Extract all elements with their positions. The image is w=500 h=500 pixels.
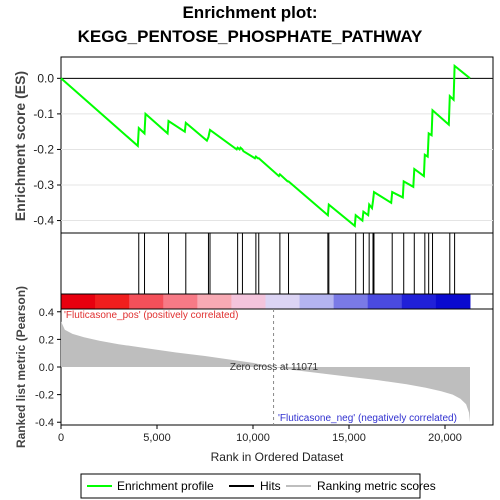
ranking-metric-area [61, 321, 470, 423]
heat-segment [333, 294, 369, 309]
hits-panel [60, 232, 494, 295]
heat-segment [95, 294, 130, 309]
es-ytick-label: -0.2 [33, 142, 54, 156]
rank-yticks: 0.4 0.2 0.0 -0.2 -0.4 [35, 307, 61, 429]
es-panel-frame [60, 56, 494, 234]
heat-segment [231, 294, 266, 309]
heat-segment [299, 294, 335, 309]
chart-title-line1: Enrichment plot: [182, 3, 318, 22]
x-tick-label: 10,000 [236, 432, 270, 444]
es-ytick-label: -0.1 [33, 107, 54, 121]
x-tick-label: 20,000 [428, 432, 462, 444]
rank-ytick-label: 0.2 [39, 334, 54, 346]
legend-ranking-label: Ranking metric scores [317, 479, 436, 493]
rank-ytick-label: 0.0 [39, 362, 54, 374]
legend-hits-label: Hits [260, 479, 281, 493]
es-ylabel: Enrichment score (ES) [12, 71, 28, 221]
heat-segment [435, 294, 471, 309]
heat-segment [129, 294, 164, 309]
heat-segment [61, 294, 96, 309]
es-ytick-label: 0.0 [37, 71, 54, 85]
es-ytick-label: -0.3 [33, 178, 54, 192]
heat-segment [367, 294, 403, 309]
legend: Enrichment profile Hits Ranking metric s… [80, 473, 436, 499]
x-axis-label: Rank in Ordered Dataset [211, 450, 344, 464]
heat-segment [163, 294, 198, 309]
heat-segment [265, 294, 301, 309]
legend-enrichment-label: Enrichment profile [117, 479, 214, 493]
heat-segment [197, 294, 232, 309]
hit-marks [138, 233, 456, 294]
rank-ylabel: Ranked list metric (Pearson) [14, 286, 28, 448]
x-tick-label: 15,000 [332, 432, 366, 444]
es-ytick-label: -0.4 [33, 214, 54, 228]
zero-cross-label: Zero cross at 11071 [230, 362, 319, 373]
rank-ytick-label: -0.4 [35, 417, 54, 429]
es-panel: 0.0 -0.1 -0.2 -0.3 -0.4 Enrichment score (ES… [12, 56, 494, 234]
hits-panel-frame [60, 232, 494, 295]
rank-panel: 0.4 0.2 0.0 -0.2 -0.4 'Fluticasone_pos' (pos… [14, 286, 494, 448]
heat-segment [401, 294, 437, 309]
x-tick-label: 5,000 [143, 432, 171, 444]
enrichment-profile-line [60, 63, 471, 228]
rank-ytick-label: 0.4 [39, 307, 54, 319]
pos-label: 'Fluticasone_pos' (positively correlated… [64, 310, 238, 321]
rank-heat-bar [60, 293, 494, 310]
chart-title-line2: KEGG_PENTOSE_PHOSPHATE_PATHWAY [77, 27, 423, 46]
x-tick-label: 0 [58, 432, 64, 444]
rank-ytick-label: -0.2 [35, 390, 54, 402]
es-yticks: 0.0 -0.1 -0.2 -0.3 -0.4 [33, 71, 61, 228]
x-ticks: 0 5,000 10,000 15,000 20,000 [58, 425, 462, 444]
neg-label: 'Fluticasone_neg' (negatively correlated… [278, 413, 457, 424]
